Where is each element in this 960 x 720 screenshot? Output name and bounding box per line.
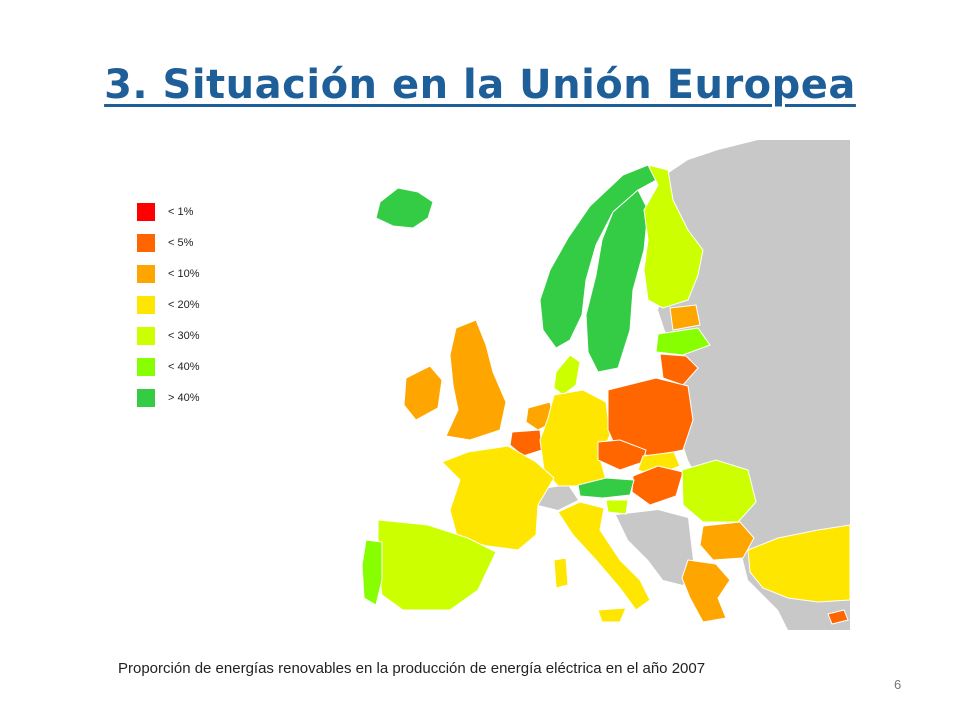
country-denmark: [553, 354, 581, 396]
legend-swatch: [137, 202, 155, 221]
map-background-balkans: [616, 510, 693, 585]
page-title: 3. Situación en la Unión Europea: [104, 62, 856, 108]
legend-item: > 40%: [137, 382, 200, 413]
legend-swatch: [137, 233, 155, 252]
legend-label: < 5%: [168, 236, 194, 249]
country-france: [441, 445, 555, 551]
legend-item: < 5%: [137, 227, 200, 258]
country-turkey: [747, 524, 850, 603]
legend-swatch: [137, 295, 155, 314]
country-hungary: [631, 465, 684, 506]
country-greece: [681, 559, 731, 623]
legend-label: < 20%: [168, 298, 200, 311]
legend-swatch: [137, 326, 155, 345]
legend-item: < 1%: [137, 196, 200, 227]
country-italy: [557, 501, 651, 611]
country-finland: [643, 164, 704, 309]
country-poland: [607, 377, 694, 457]
map-background-land: [658, 140, 850, 630]
country-slovenia: [605, 499, 629, 515]
country-norway: [539, 164, 661, 349]
legend-label: < 30%: [168, 329, 200, 342]
legend-item: < 40%: [137, 351, 200, 382]
country-italy-sicily: [597, 607, 627, 623]
country-uk: [445, 319, 507, 441]
legend-item: < 20%: [137, 289, 200, 320]
country-italy-sardinia: [553, 557, 569, 589]
page-number: 6: [894, 677, 902, 692]
country-lithuania: [659, 353, 699, 386]
legend-swatch: [137, 388, 155, 407]
legend-label: > 40%: [168, 391, 200, 404]
country-austria: [577, 477, 635, 499]
legend-swatch: [137, 357, 155, 376]
country-estonia: [669, 304, 701, 331]
legend-label: < 40%: [168, 360, 200, 373]
country-iceland: [375, 187, 434, 229]
country-portugal: [361, 539, 383, 606]
map-legend: < 1% < 5% < 10% < 20% < 30% < 40% > 40%: [137, 196, 200, 413]
country-cyprus: [827, 609, 849, 625]
europe-map: [361, 140, 850, 630]
map-caption: Proporción de energías renovables en la …: [118, 660, 706, 677]
country-latvia: [655, 327, 711, 356]
legend-item: < 30%: [137, 320, 200, 351]
country-belgium: [509, 429, 543, 457]
country-bulgaria: [699, 521, 755, 561]
legend-label: < 1%: [168, 205, 194, 218]
legend-swatch: [137, 264, 155, 283]
legend-item: < 10%: [137, 258, 200, 289]
country-romania: [681, 459, 757, 523]
country-ireland: [403, 365, 443, 421]
legend-label: < 10%: [168, 267, 200, 280]
